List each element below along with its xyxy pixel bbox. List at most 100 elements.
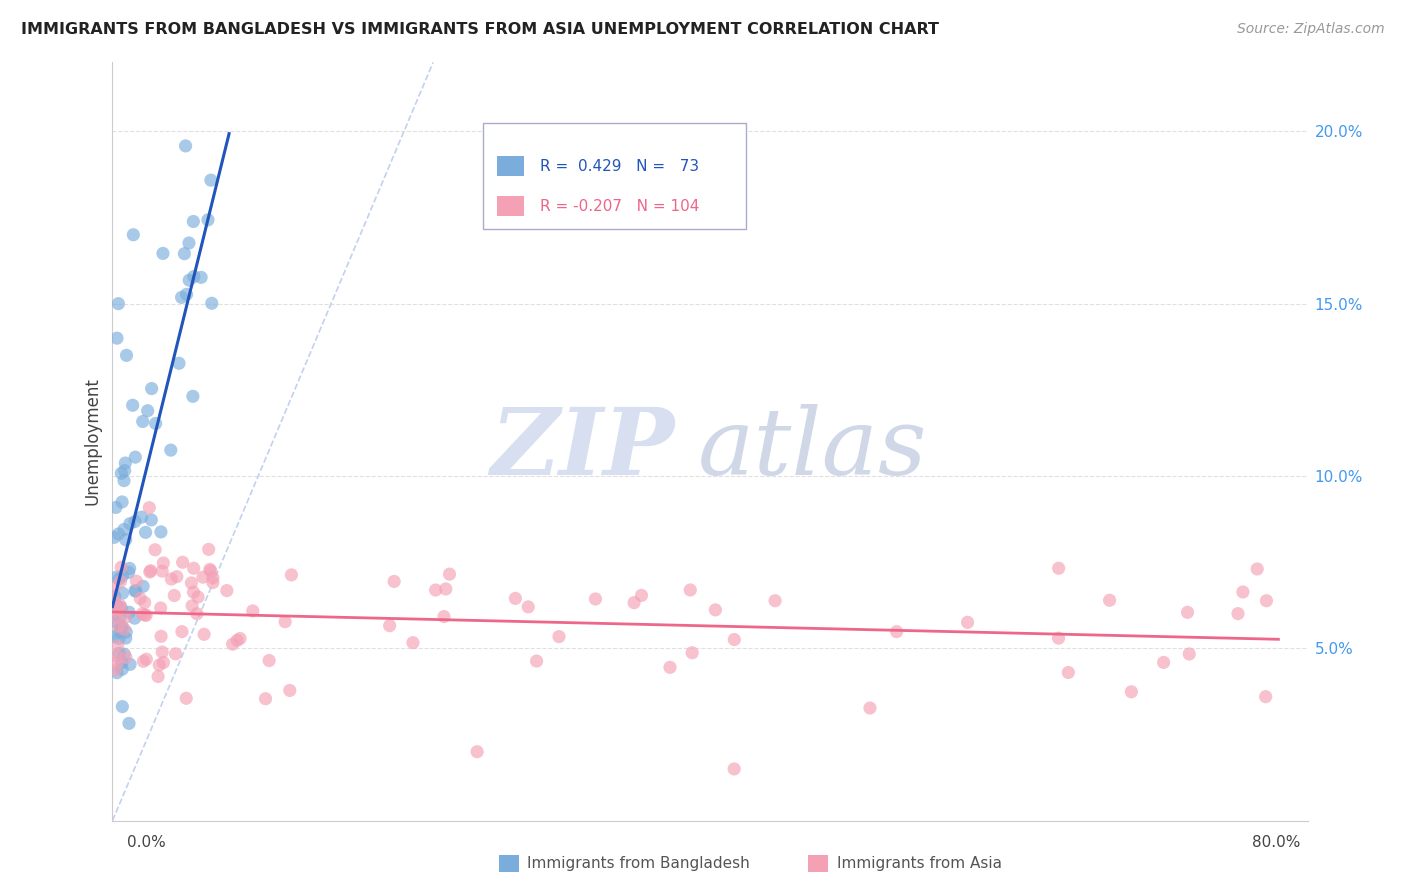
Point [1047,561,1070,575]
Point [548,630,571,644]
Point [135,652,157,666]
Point [859,701,882,715]
Point [763,593,786,607]
Point [108,632,131,646]
Point [111,662,134,676]
Point [1254,690,1277,704]
Text: IMMIGRANTS FROM BANGLADESH VS IMMIGRANTS FROM ASIA UNEMPLOYMENT CORRELATION CHAR: IMMIGRANTS FROM BANGLADESH VS IMMIGRANTS… [21,22,939,37]
Point [108,646,131,660]
Point [115,650,138,665]
Text: R =  0.429   N =   73: R = 0.429 N = 73 [540,159,699,174]
Point [105,665,128,680]
Point [131,607,153,621]
Point [1246,562,1268,576]
Point [180,575,202,590]
Point [111,699,134,714]
Point [114,610,136,624]
Point [105,648,128,663]
Point [165,647,187,661]
Point [104,500,127,515]
Point [187,590,209,604]
Point [886,624,908,639]
Point [1178,647,1201,661]
Point [108,598,131,612]
Point [439,567,461,582]
Point [152,246,174,260]
Point [623,596,645,610]
Point [112,523,135,537]
Point [1057,665,1080,680]
Text: Source: ZipAtlas.com: Source: ZipAtlas.com [1237,22,1385,37]
Point [129,591,152,606]
Point [585,591,607,606]
Point [517,599,540,614]
Point [201,575,224,590]
Point [125,584,148,599]
Point [141,513,163,527]
Point [183,585,205,599]
Point [104,615,127,629]
Point [1232,585,1254,599]
Point [193,627,215,641]
Point [107,296,129,310]
Point [254,691,277,706]
Point [108,611,131,625]
Point [111,620,134,634]
Point [197,542,219,557]
Point [242,604,264,618]
Point [173,246,195,260]
Point [215,583,238,598]
Point [181,599,204,613]
Point [723,762,745,776]
Point [103,530,125,544]
Point [103,630,125,644]
Point [1047,631,1070,645]
Point [115,348,138,362]
Point [110,620,132,634]
Point [150,564,173,578]
Point [105,331,128,345]
Point [274,615,297,629]
Point [104,663,127,677]
Point [110,467,132,481]
Point [150,629,173,643]
Point [200,564,222,578]
Point [146,669,169,683]
Point [132,579,155,593]
Point [465,745,488,759]
Point [124,583,146,598]
Text: 0.0%: 0.0% [127,836,166,850]
Point [143,542,166,557]
Point [105,570,128,584]
Point [183,561,205,575]
Point [118,561,141,575]
Point [704,603,727,617]
Point [112,622,135,636]
Point [124,450,146,465]
Point [125,574,148,589]
Point [118,516,141,531]
Point [108,601,131,615]
Point [118,605,141,619]
Point [170,624,193,639]
Point [135,608,157,623]
Point [103,581,125,595]
Point [723,632,745,647]
FancyBboxPatch shape [498,156,523,176]
Point [114,533,136,547]
Point [679,582,702,597]
Point [149,601,172,615]
Point [132,654,155,668]
Point [132,415,155,429]
Point [107,527,129,541]
Point [1098,593,1121,607]
Point [179,273,201,287]
Text: Immigrants from Asia: Immigrants from Asia [837,856,1001,871]
Point [112,474,135,488]
Point [111,586,134,600]
Point [280,567,302,582]
Point [110,560,132,574]
Point [111,568,134,582]
Point [118,716,141,731]
Point [139,564,162,578]
